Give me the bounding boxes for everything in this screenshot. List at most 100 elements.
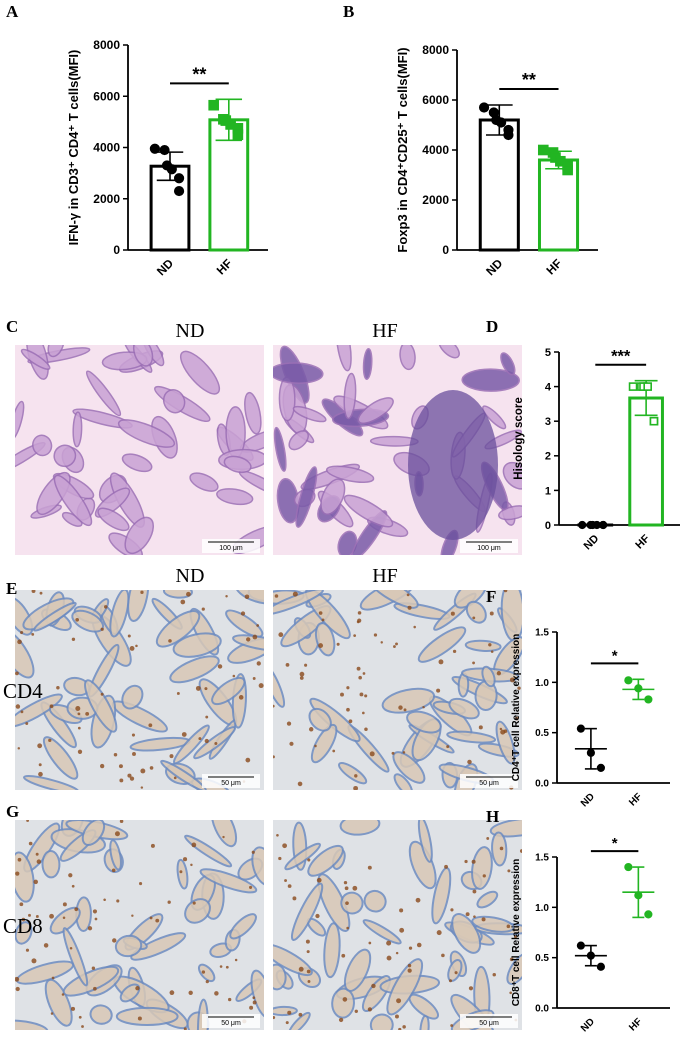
- stain: [359, 692, 364, 697]
- stain: [422, 705, 425, 709]
- tissue: [41, 850, 61, 879]
- tissue: [184, 898, 211, 924]
- data-point: [634, 891, 643, 900]
- stain: [284, 879, 287, 882]
- tissue: [476, 890, 499, 909]
- tissue: [393, 773, 413, 790]
- stain: [364, 727, 368, 732]
- tissue: [481, 665, 496, 688]
- bar: [478, 118, 520, 252]
- tissue: [72, 411, 83, 448]
- stain: [238, 695, 244, 700]
- tissue: [500, 352, 516, 376]
- stain: [368, 941, 372, 945]
- y-tick-label: 6000: [93, 89, 120, 103]
- stain: [299, 676, 304, 680]
- micrograph: 100 μm: [273, 345, 522, 555]
- tissue: [340, 891, 364, 915]
- stain: [314, 744, 317, 748]
- scale-label: 50 μm: [221, 1020, 241, 1027]
- tissue: [417, 820, 433, 863]
- stain: [450, 908, 454, 912]
- stain: [346, 926, 350, 930]
- panel-label: G: [6, 802, 19, 821]
- stain: [131, 733, 136, 737]
- data-point: [628, 382, 638, 391]
- data-point: [644, 695, 653, 704]
- stain: [38, 763, 42, 767]
- stain: [188, 990, 193, 995]
- significance-label: **: [192, 64, 206, 84]
- stain: [19, 902, 24, 907]
- y-tick-label: 4000: [422, 143, 449, 157]
- tissue: [121, 453, 153, 473]
- tissue: [124, 516, 154, 555]
- tissue: [502, 461, 522, 490]
- tissue: [130, 932, 187, 961]
- stain: [416, 942, 422, 948]
- significance-label: *: [612, 835, 618, 852]
- stain: [403, 708, 407, 712]
- stain: [499, 846, 504, 851]
- stain: [129, 776, 135, 781]
- tissue: [216, 488, 254, 506]
- stain: [28, 841, 33, 846]
- scale-label: 50 μm: [479, 780, 499, 787]
- stain: [183, 857, 188, 862]
- stain: [140, 786, 144, 789]
- tissue: [210, 820, 238, 848]
- stain: [137, 1016, 142, 1021]
- stain: [173, 776, 177, 780]
- panel-label: A: [6, 2, 19, 21]
- stain: [70, 1006, 76, 1011]
- micrograph: 50 μm: [273, 820, 522, 1030]
- stain: [496, 671, 502, 676]
- stain: [204, 687, 208, 691]
- y-tick-label: 0.0: [535, 1004, 549, 1015]
- tissue: [362, 348, 373, 380]
- stain: [100, 627, 104, 631]
- stain: [26, 820, 29, 822]
- x-tick-label: HF: [214, 256, 235, 277]
- stain: [399, 927, 405, 933]
- stain: [307, 980, 311, 983]
- stain: [62, 902, 67, 907]
- stain: [252, 677, 256, 680]
- tissue: [176, 858, 189, 890]
- stain: [367, 865, 372, 870]
- stain: [450, 1024, 454, 1027]
- y-tick-label: 2000: [422, 193, 449, 207]
- stain: [471, 859, 476, 864]
- stain: [192, 901, 196, 905]
- stain: [135, 986, 140, 991]
- tissue: [408, 840, 437, 890]
- y-axis-label: CD4⁺T cell Relative expression: [511, 634, 522, 782]
- panel-label: C: [6, 317, 18, 336]
- tissue: [15, 627, 35, 679]
- data-point: [159, 144, 170, 156]
- stain: [118, 764, 123, 769]
- stain: [316, 877, 322, 883]
- stain: [33, 879, 38, 885]
- stain: [251, 850, 255, 854]
- stain: [180, 599, 186, 605]
- tissue: [273, 963, 287, 991]
- tissue: [392, 751, 426, 784]
- x-tick-label: ND: [483, 256, 505, 278]
- stain: [299, 671, 305, 677]
- stain: [482, 874, 486, 878]
- tissue: [15, 921, 33, 945]
- stain: [478, 725, 483, 730]
- tissue: [47, 345, 65, 358]
- tissue: [288, 1011, 311, 1030]
- data-point: [596, 962, 606, 971]
- y-tick-label: 1.5: [535, 628, 549, 639]
- stain: [56, 686, 60, 690]
- stain: [274, 594, 279, 598]
- stain: [17, 747, 21, 750]
- stain: [190, 863, 193, 867]
- stain: [348, 719, 353, 724]
- stain: [473, 915, 476, 918]
- stain: [140, 590, 144, 594]
- stain: [49, 913, 54, 919]
